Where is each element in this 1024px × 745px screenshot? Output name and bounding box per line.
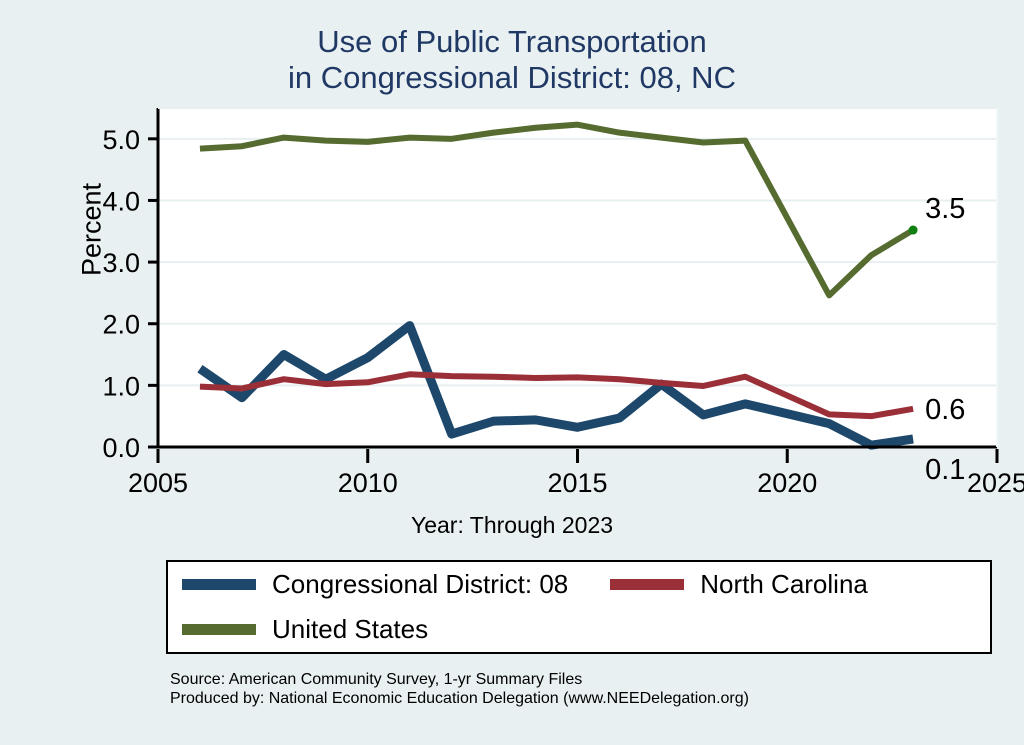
y-tick-label: 2.0 bbox=[102, 310, 140, 340]
legend-row-1: Congressional District: 08 North Carolin… bbox=[168, 562, 990, 607]
legend-row-2: United States bbox=[168, 607, 990, 652]
page-title: Use of Public Transportation in Congress… bbox=[0, 24, 1024, 96]
legend-swatch-north-carolina bbox=[610, 579, 685, 590]
y-tick-label: 5.0 bbox=[102, 125, 140, 155]
legend-item-north-carolina[interactable]: North Carolina bbox=[610, 569, 868, 600]
source-note: Source: American Community Survey, 1-yr … bbox=[170, 670, 749, 708]
x-tick-label: 2005 bbox=[128, 468, 188, 498]
series-endpoint-marker-united-states bbox=[908, 225, 918, 235]
source-line-1: Source: American Community Survey, 1-yr … bbox=[170, 671, 583, 688]
y-tick-label: 4.0 bbox=[102, 186, 140, 216]
source-line-2: Produced by: National Economic Education… bbox=[170, 690, 749, 707]
chart-legend: Congressional District: 08 North Carolin… bbox=[166, 560, 992, 654]
series-line-north-carolina bbox=[199, 371, 914, 420]
y-tick-label: 0.0 bbox=[102, 433, 140, 463]
page-title-line-2: in Congressional District: 08, NC bbox=[288, 60, 736, 95]
legend-label-congressional-district-08: Congressional District: 08 bbox=[272, 569, 569, 599]
legend-label-north-carolina: North Carolina bbox=[700, 569, 868, 599]
x-tick-label: 2015 bbox=[547, 468, 607, 498]
legend-item-congressional-district-08[interactable]: Congressional District: 08 bbox=[182, 569, 568, 600]
series-line-united-states bbox=[199, 121, 915, 299]
legend-item-united-states[interactable]: United States bbox=[182, 614, 428, 645]
legend-swatch-congressional-district-08 bbox=[182, 579, 256, 590]
legend-label-united-states: United States bbox=[272, 614, 429, 644]
plot-background bbox=[158, 108, 997, 447]
end-value-label-north-carolina: 0.6 bbox=[925, 394, 965, 426]
page-title-line-1: Use of Public Transportation bbox=[317, 24, 707, 59]
y-axis-title: Percent bbox=[76, 182, 107, 277]
x-tick-label: 2010 bbox=[338, 468, 398, 498]
x-axis-title: Year: Through 2023 bbox=[410, 512, 614, 538]
y-tick-label: 3.0 bbox=[102, 248, 140, 278]
series-line-congressional-district-08 bbox=[197, 321, 914, 450]
y-tick-label: 1.0 bbox=[102, 371, 140, 401]
x-tick-label: 2025 bbox=[967, 468, 1024, 498]
end-value-label-congressional-district-08: 0.1 bbox=[925, 454, 965, 486]
legend-swatch-united-states bbox=[182, 624, 256, 635]
end-value-label-united-states: 3.5 bbox=[925, 193, 965, 225]
x-tick-label: 2020 bbox=[757, 468, 817, 498]
